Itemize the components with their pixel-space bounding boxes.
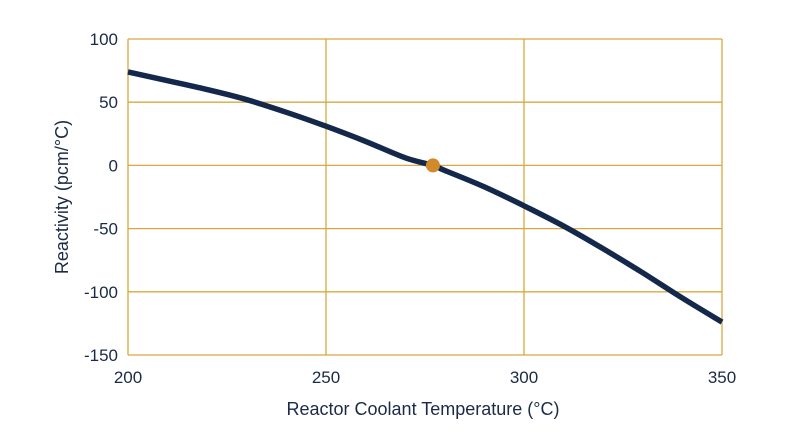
x-tick-label: 350 bbox=[708, 368, 736, 387]
y-tick-label: -50 bbox=[93, 220, 118, 239]
y-tick-label: 100 bbox=[90, 30, 118, 49]
zero-crossing-marker bbox=[425, 158, 440, 173]
y-tick-label: -150 bbox=[84, 346, 118, 365]
y-axis-title: Reactivity (pcm/°C) bbox=[52, 120, 72, 274]
annotation-layer bbox=[425, 158, 440, 173]
tick-labels: 100 50 0 -50 -100 -150 200 250 300 350 bbox=[84, 30, 736, 387]
y-tick-label: -100 bbox=[84, 283, 118, 302]
y-tick-label: 0 bbox=[109, 156, 118, 175]
grid-lines bbox=[127, 38, 723, 356]
x-tick-label: 250 bbox=[312, 368, 340, 387]
x-tick-label: 200 bbox=[114, 368, 142, 387]
x-axis-title: Reactor Coolant Temperature (°C) bbox=[287, 399, 560, 419]
x-tick-label: 300 bbox=[510, 368, 538, 387]
series-layer bbox=[127, 69, 724, 325]
y-tick-label: 50 bbox=[99, 93, 118, 112]
series-line bbox=[127, 69, 724, 325]
